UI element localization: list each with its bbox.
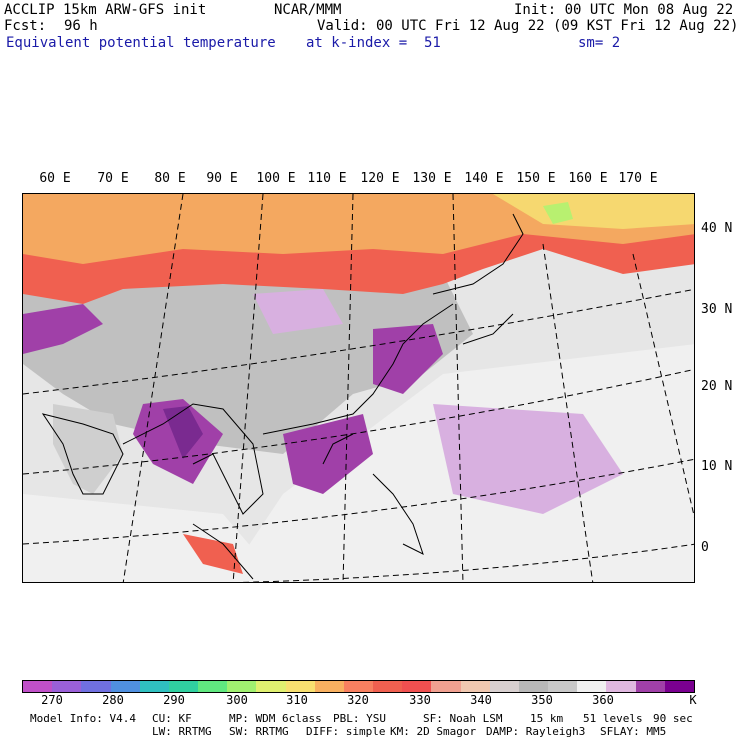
graticule — [23, 194, 694, 582]
colorbar-swatch — [343, 681, 374, 692]
longitude-label: 60 E — [39, 171, 71, 186]
longitude-label: 130 E — [412, 171, 452, 186]
shortwave-scheme: SW: RRTMG — [229, 725, 289, 738]
asia-land-grey — [23, 274, 473, 454]
light-purple-western-pacific — [433, 404, 623, 514]
organization-label: NCAR/MMM — [274, 2, 342, 18]
colorbar-tick: 280 — [102, 693, 124, 707]
longitude-label: 120 E — [360, 171, 400, 186]
colorbar-tick: 330 — [409, 693, 431, 707]
microphysics-scheme: MP: WDM 6class — [229, 712, 322, 725]
time-step: 90 sec — [653, 712, 693, 725]
latitude-label: 40 N — [701, 221, 733, 236]
colorbar-swatch — [198, 681, 228, 692]
init-time: Init: 00 UTC Mon 08 Aug 22 — [514, 2, 734, 18]
field-name: Equivalent potential temperature — [6, 35, 276, 51]
forecast-label: Fcst: — [4, 18, 47, 34]
colorbar-tick: 290 — [163, 693, 185, 707]
map-panel — [22, 193, 695, 583]
cumulus-scheme: CU: KF — [152, 712, 192, 725]
colorbar-tick: 270 — [41, 693, 63, 707]
colorbar — [22, 680, 695, 693]
latitude-label: 20 N — [701, 379, 733, 394]
colorbar-swatch — [431, 681, 461, 692]
colorbar-swatch — [548, 681, 578, 692]
colorbar-swatch — [81, 681, 111, 692]
pbl-scheme: PBL: YSU — [333, 712, 386, 725]
longitude-label: 70 E — [97, 171, 129, 186]
longitude-label: 110 E — [307, 171, 347, 186]
colorbar-swatch — [635, 681, 665, 692]
colorbar-swatch — [664, 681, 694, 692]
latitude-label: 10 N — [701, 459, 733, 474]
india-grey — [53, 404, 123, 494]
longitude-label: 90 E — [206, 171, 238, 186]
colorbar-unit: K — [689, 693, 697, 707]
colorbar-swatch — [489, 681, 519, 692]
model-version: Model Info: V4.4 — [30, 712, 136, 725]
colorbar-tick: 300 — [226, 693, 248, 707]
warm-band-yellow — [493, 194, 694, 229]
longwave-scheme: LW: RRTMG — [152, 725, 212, 738]
colorbar-swatch — [402, 681, 432, 692]
latitude-label: 0 — [701, 540, 709, 555]
colorbar-swatch — [168, 681, 199, 692]
colorbar-swatch — [606, 681, 636, 692]
colorbar-tick: 310 — [286, 693, 308, 707]
colorbar-swatch — [314, 681, 344, 692]
surface-scheme: SF: Noah LSM — [423, 712, 503, 725]
level-index: at k-index = 51 — [306, 35, 441, 51]
valid-time: Valid: 00 UTC Fri 12 Aug 22 (09 KST Fri … — [317, 18, 739, 34]
longitude-label: 170 E — [618, 171, 658, 186]
colorbar-swatch — [373, 681, 403, 692]
warm-band-green — [543, 202, 573, 224]
colorbar-tick: 320 — [347, 693, 369, 707]
purple-region-east-china — [373, 324, 443, 394]
colorbar-tick: 350 — [531, 693, 553, 707]
colorbar-swatch — [285, 681, 315, 692]
model-title: ACCLIP 15km ARW-GFS init — [4, 2, 207, 18]
longitude-label: 80 E — [154, 171, 186, 186]
colorbar-swatch — [52, 681, 82, 692]
longitude-label: 160 E — [568, 171, 608, 186]
longitude-label: 100 E — [256, 171, 296, 186]
colorbar-swatch — [256, 681, 286, 692]
colorbar-swatch — [23, 681, 53, 692]
diffusion-scheme: DIFF: simple — [306, 725, 386, 738]
theta-e-field — [23, 194, 694, 582]
colorbar-swatch — [518, 681, 549, 692]
purple-region-arabia — [23, 304, 103, 354]
colorbar-swatch — [577, 681, 607, 692]
colorbar-tick: 340 — [470, 693, 492, 707]
colorbar-swatch — [460, 681, 490, 692]
colorbar-tick: 360 — [592, 693, 614, 707]
dark-purple-bengal — [163, 406, 203, 459]
damping-scheme: DAMP: Rayleigh3 — [486, 725, 586, 738]
colorbar-swatch — [139, 681, 169, 692]
light-purple-china — [253, 289, 343, 334]
km-scheme: KM: 2D Smagor — [390, 725, 477, 738]
longitude-label: 150 E — [516, 171, 556, 186]
colorbar-swatch — [227, 681, 257, 692]
grid-spacing: 15 km — [530, 712, 564, 725]
forecast-hour: 96 h — [64, 18, 98, 34]
sumatra-warm — [183, 534, 243, 574]
latitude-label: 30 N — [701, 302, 733, 317]
smoothing-label: sm= 2 — [578, 35, 621, 51]
surface-layer-scheme: SFLAY: MM5 — [600, 725, 667, 738]
vertical-levels: 51 levels — [583, 712, 643, 725]
colorbar-swatch — [110, 681, 140, 692]
longitude-label: 140 E — [464, 171, 504, 186]
